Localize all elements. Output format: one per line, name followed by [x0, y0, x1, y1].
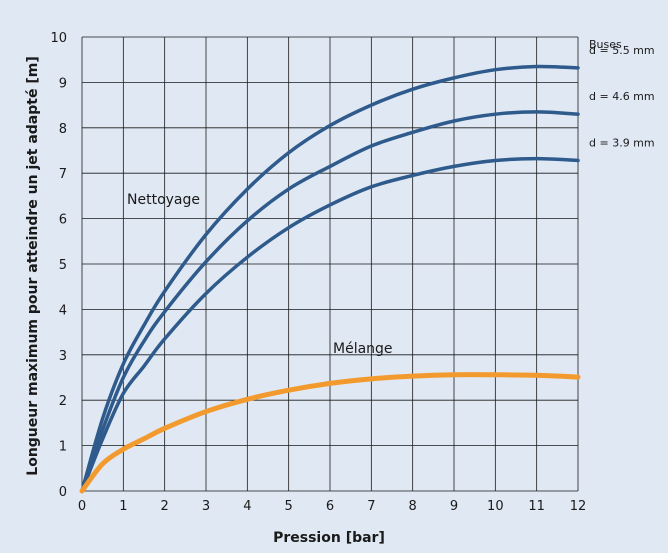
y-tick-labels: 0 1 2 3 4 5 6 7 8 9 10	[50, 31, 67, 500]
x-tick-label: 1	[119, 499, 127, 514]
series-label-1: d = 5.5 mm	[589, 44, 655, 57]
y-tick-label: 7	[59, 167, 67, 182]
y-tick-label: 0	[59, 485, 67, 500]
series-line-2	[80, 110, 580, 493]
legend-title: Buses	[589, 38, 622, 51]
x-tick-label: 10	[487, 499, 504, 514]
x-tick-label: 6	[326, 499, 334, 514]
series-label-3: d = 3.9 mm	[589, 136, 655, 149]
y-tick-label: 3	[59, 349, 67, 364]
x-tick-label: 11	[528, 499, 545, 514]
x-tick-label: 7	[367, 499, 375, 514]
series-labels: d = 5.5 mm d = 4.6 mm d = 3.9 mm	[589, 44, 655, 150]
y-tick-label: 10	[50, 31, 67, 46]
series-label-2: d = 4.6 mm	[589, 90, 655, 103]
grid	[81, 36, 579, 492]
x-tick-label: 12	[570, 499, 587, 514]
series-line-3	[80, 156, 580, 493]
series-lines	[79, 64, 581, 494]
x-tick-label: 5	[285, 499, 293, 514]
x-tick-label: 9	[450, 499, 458, 514]
y-tick-label: 2	[59, 394, 67, 409]
x-tick-label: 3	[202, 499, 210, 514]
series-line-1	[80, 64, 580, 493]
y-tick-label: 1	[59, 440, 67, 455]
y-tick-label: 5	[59, 258, 67, 273]
y-axis-title: Longueur maximum pour atteindre un jet a…	[25, 56, 41, 475]
annotation-nettoyage: Nettoyage	[127, 192, 200, 208]
x-tick-label: 8	[409, 499, 417, 514]
annotation-melange: Mélange	[333, 341, 393, 357]
y-tick-label: 9	[59, 76, 67, 91]
x-tick-label: 2	[161, 499, 169, 514]
y-tick-label: 6	[59, 213, 67, 228]
x-tick-label: 4	[243, 499, 251, 514]
x-tick-label: 0	[78, 499, 86, 514]
y-tick-label: 8	[59, 122, 67, 137]
series-line-4	[79, 372, 581, 494]
x-tick-labels: 0 1 2 3 4 5 6 7 8 9 10 11 12	[78, 499, 586, 514]
y-tick-label: 4	[59, 303, 67, 318]
x-axis-title: Pression [bar]	[273, 530, 385, 546]
